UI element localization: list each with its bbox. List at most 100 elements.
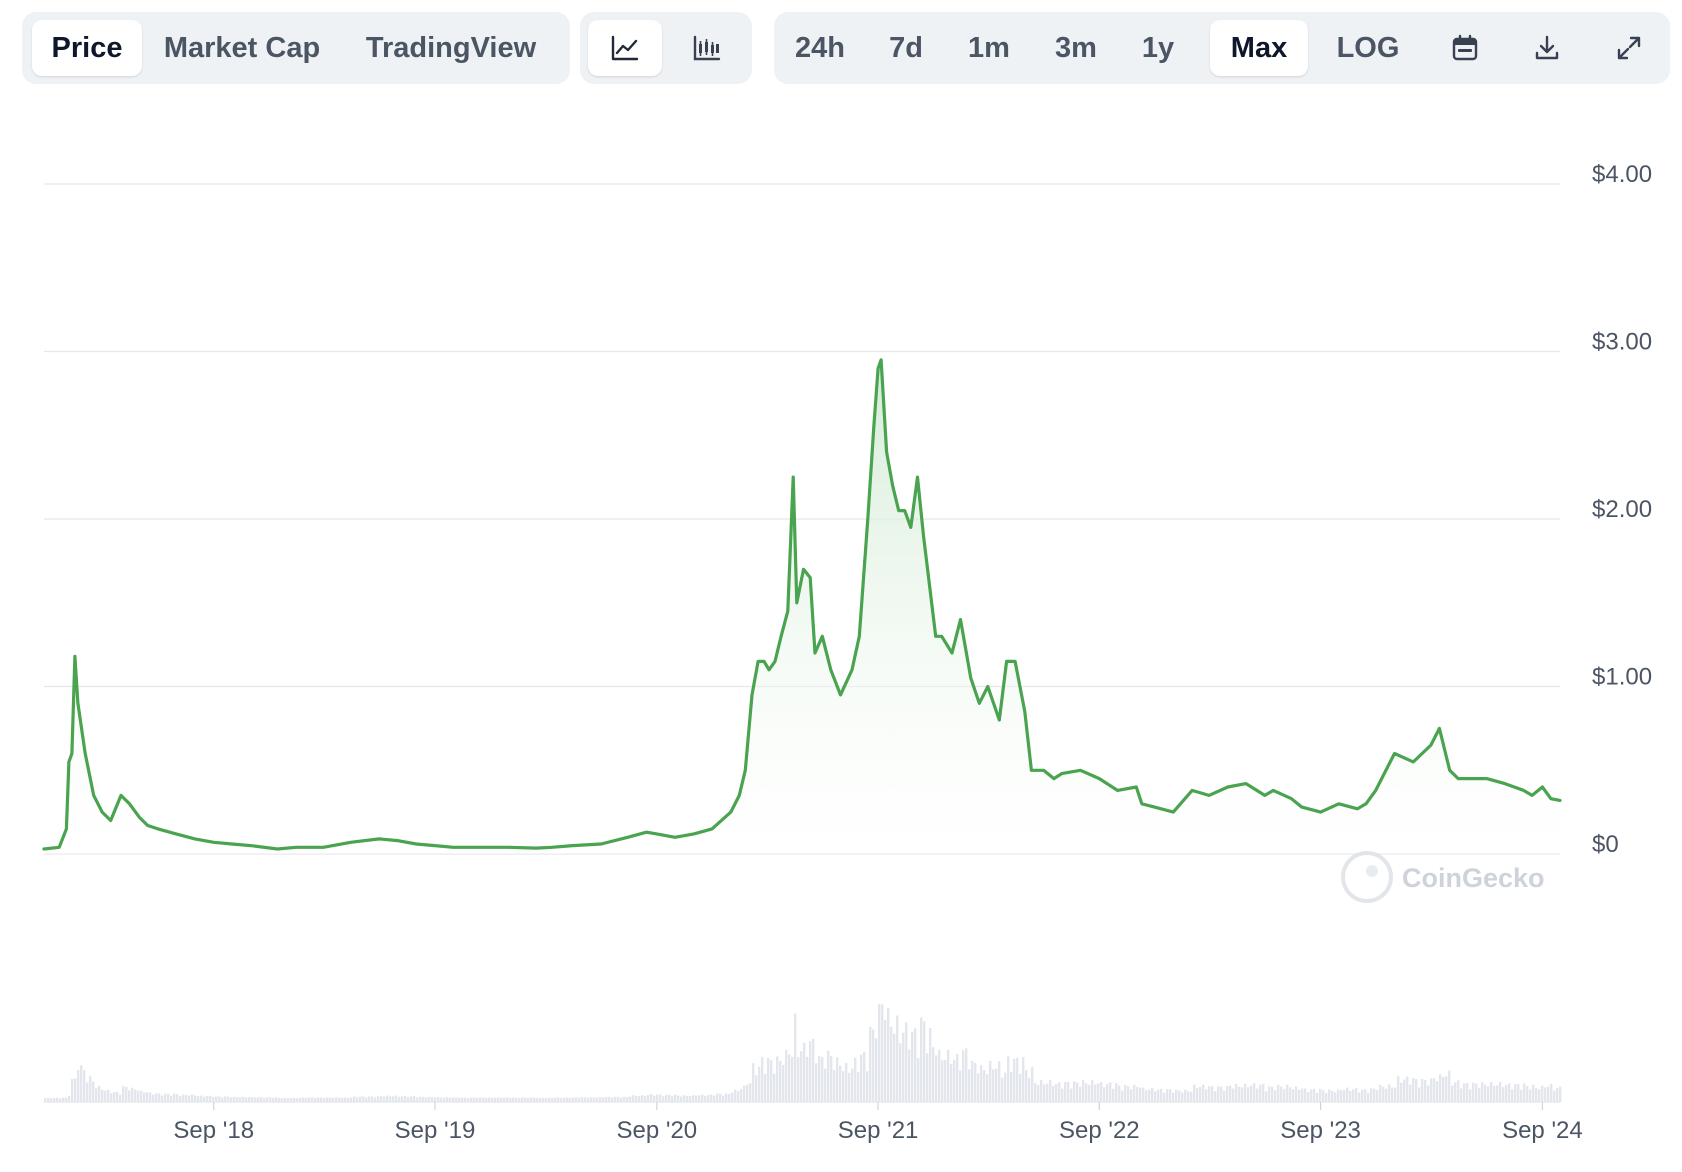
volume-bar <box>1061 1088 1064 1102</box>
volume-bar <box>755 1075 758 1102</box>
volume-bar <box>953 1059 956 1102</box>
volume-bar <box>563 1097 566 1102</box>
volume-bar <box>1085 1083 1088 1102</box>
volume-bar <box>1256 1088 1259 1102</box>
volume-bar <box>65 1097 68 1102</box>
volume-bar <box>893 1033 896 1102</box>
volume-bar <box>572 1097 575 1102</box>
volume-bar <box>782 1064 785 1102</box>
tab-price[interactable]: Price <box>32 20 142 76</box>
volume-bar <box>1526 1086 1529 1102</box>
price-area-fill <box>44 359 1560 854</box>
volume-bar <box>311 1097 314 1102</box>
volume-bar <box>683 1095 686 1102</box>
volume-bar <box>875 1038 878 1102</box>
volume-bar <box>1442 1076 1445 1102</box>
volume-bar <box>125 1087 128 1102</box>
volume-bar <box>1376 1089 1379 1102</box>
volume-bar <box>491 1097 494 1102</box>
tab-tradingview[interactable]: TradingView <box>365 31 537 64</box>
chart-type-group <box>580 12 752 84</box>
range-3m-button[interactable]: 3m <box>1055 31 1097 64</box>
volume-bar <box>521 1097 524 1102</box>
volume-bar <box>740 1088 743 1102</box>
volume-bar <box>806 1056 809 1102</box>
volume-bar <box>725 1093 728 1102</box>
line-chart-icon <box>611 35 639 61</box>
volume-bar <box>1454 1082 1457 1102</box>
volume-bar <box>1232 1088 1235 1102</box>
volume-bar <box>1427 1085 1430 1102</box>
volume-bar <box>1136 1087 1139 1102</box>
volume-bar <box>1400 1082 1403 1102</box>
volume-bar <box>716 1093 719 1102</box>
volume-bar <box>206 1095 209 1102</box>
volume-bar <box>1469 1089 1472 1102</box>
volume-bar <box>1379 1084 1382 1102</box>
volume-bar <box>992 1069 995 1102</box>
volume-bar <box>1550 1083 1553 1102</box>
volume-bar <box>245 1097 248 1102</box>
range-max-button[interactable]: Max <box>1210 20 1308 76</box>
volume-bar <box>212 1096 215 1102</box>
range-1m-button[interactable]: 1m <box>968 31 1010 64</box>
volume-bar <box>602 1097 605 1102</box>
volume-bar <box>614 1096 617 1102</box>
volume-bar <box>1070 1088 1073 1102</box>
volume-bar <box>638 1096 641 1102</box>
volume-bar <box>1346 1087 1349 1102</box>
volume-bar <box>1358 1092 1361 1102</box>
volume-bar <box>617 1096 620 1102</box>
volume-bar <box>848 1072 851 1102</box>
volume-bar <box>1325 1093 1328 1102</box>
range-1y-button[interactable]: 1y <box>1141 31 1175 64</box>
volume-bar <box>1514 1084 1517 1102</box>
volume-bar <box>230 1097 233 1102</box>
volume-bar <box>449 1097 452 1102</box>
range-24h-button[interactable]: 24h <box>795 31 845 64</box>
volume-bar <box>335 1097 338 1102</box>
volume-bar <box>1541 1085 1544 1102</box>
fullscreen-button[interactable] <box>1592 20 1666 76</box>
volume-bar <box>56 1097 59 1102</box>
volume-bar <box>281 1098 284 1102</box>
volume-bar <box>1328 1089 1331 1102</box>
volume-bar <box>446 1097 449 1102</box>
x-tick-label: Sep '21 <box>838 1117 919 1144</box>
volume-bar <box>1262 1083 1265 1102</box>
volume-bar <box>935 1055 938 1102</box>
volume-bar <box>1214 1091 1217 1102</box>
volume-bar <box>1535 1087 1538 1102</box>
candlestick-chart-button[interactable] <box>670 20 744 76</box>
volume-bar <box>464 1097 467 1102</box>
volume-bar <box>428 1096 431 1102</box>
volume-bar <box>536 1097 539 1102</box>
volume-bar <box>131 1087 134 1102</box>
volume-bar <box>1520 1089 1523 1102</box>
volume-bar <box>884 1019 887 1102</box>
y-tick-label: $0 <box>1592 831 1619 858</box>
volume-bar <box>170 1095 173 1102</box>
line-chart-button[interactable] <box>588 20 662 76</box>
volume-bar <box>284 1097 287 1102</box>
volume-bar <box>581 1097 584 1102</box>
volume-bar <box>731 1092 734 1102</box>
log-scale-button[interactable]: LOG <box>1336 31 1400 64</box>
volume-bar <box>47 1097 50 1102</box>
volume-bar <box>701 1094 704 1102</box>
volume-bar <box>1217 1086 1220 1102</box>
volume-bar <box>713 1095 716 1102</box>
volume-bar <box>1163 1092 1166 1102</box>
volume-bar <box>767 1057 770 1102</box>
volume-bar <box>1445 1076 1448 1102</box>
volume-bar <box>1055 1084 1058 1102</box>
volume-bar <box>482 1097 485 1102</box>
tab-market-cap[interactable]: Market Cap <box>163 31 321 64</box>
volume-bar <box>1064 1082 1067 1102</box>
date-range-button[interactable] <box>1428 20 1502 76</box>
range-7d-button[interactable]: 7d <box>889 31 923 64</box>
price-chart[interactable]: CoinGecko $0 $1.00 $2.00 $3.00 $4.00 Sep '18… <box>0 100 1682 1172</box>
volume-bar <box>854 1057 857 1102</box>
volume-bar <box>122 1086 125 1102</box>
download-button[interactable] <box>1510 20 1584 76</box>
